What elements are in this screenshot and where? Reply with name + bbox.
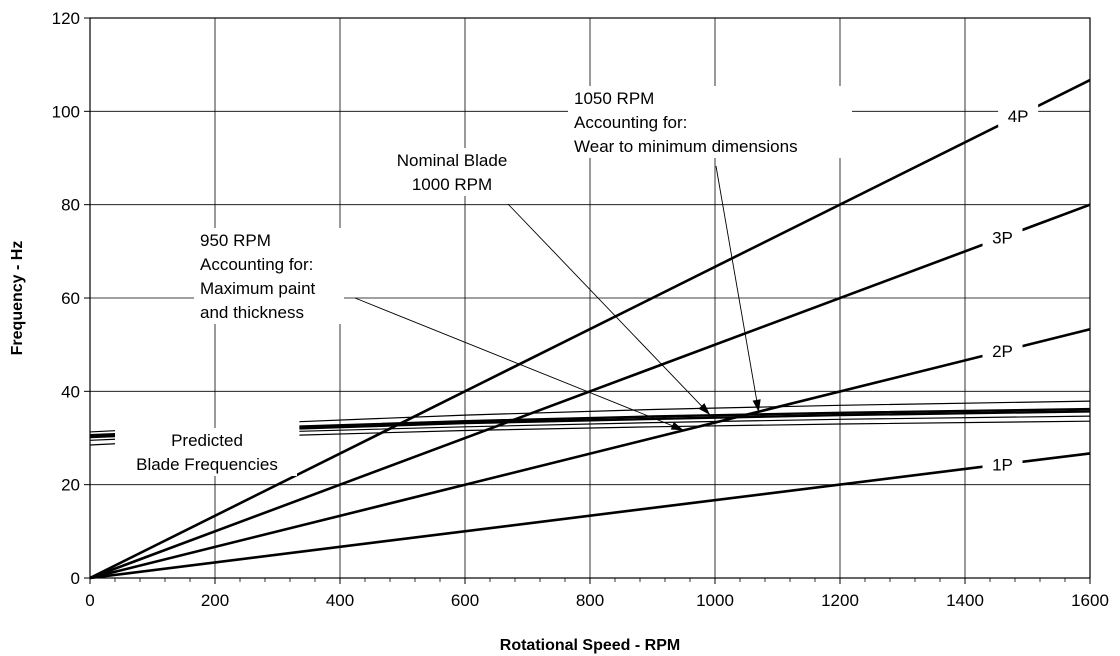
y-tick-label-60: 60 [61,289,80,308]
blade-frequency-stub-3 [89,434,116,439]
y-tick-label-20: 20 [61,476,80,495]
blade-frequency-curve-1 [299,420,1091,436]
harmonic-lines: 1P 2P 3P 4P [89,78,1091,580]
y-tick-label-40: 40 [61,382,80,401]
blade-frequency-curve-2 [299,415,1091,432]
y-tick-label-80: 80 [61,196,80,215]
series-label-bg-4P [998,102,1039,127]
x-axis-label: Rotational Speed - RPM [500,637,680,654]
annotation-rpm1050-line-3: Wear to minimum dimensions [574,137,798,156]
annotation-rpm1050-leader [715,165,760,413]
x-tick-label-600: 600 [451,591,479,610]
blade-frequency-curve-3 [299,410,1091,430]
annotation-rpm1000: Nominal Blade 1000 RPM [387,148,711,416]
annotation-bg-rpm1050 [568,86,852,158]
x-tick-label-800: 800 [576,591,604,610]
x-tick-label-1200: 1200 [821,591,859,610]
annotation-rpm1000-leader [507,203,711,416]
series-line-1P [89,452,1091,580]
annotation-rpm950-line-3: Maximum paint [200,279,316,298]
series-label-bg-2P [982,338,1023,363]
x-tick-label-1000: 1000 [696,591,734,610]
series-line-2P [89,328,1091,580]
annotation-rpm1000-line-1: Nominal Blade [397,151,508,170]
annotation-bg-rpm1000 [387,148,517,196]
y-axis-label: Frequency - Hz [9,241,26,356]
annotation-predicted-line-2: Blade Frequencies [136,455,278,474]
x-tick-label-400: 400 [326,591,354,610]
series-label-bg-1P [982,451,1023,476]
blade-frequency-stub-1 [89,443,116,446]
blade-frequency-curves [89,400,1091,446]
series-label-4P: 4P [1008,107,1029,126]
annotation-rpm950-line-4: and thickness [200,303,304,322]
annotations: Predicted Blade Frequencies 950 RPM Account… [117,86,852,476]
blade-frequency-stub-5 [89,430,116,433]
annotation-rpm950: 950 RPM Accounting for: Maximum paint and t… [194,228,684,431]
series-label-3P: 3P [992,228,1013,247]
x-tick-label-200: 200 [201,591,229,610]
annotation-rpm950-line-2: Accounting for: [200,255,313,274]
annotation-rpm1050-line-2: Accounting for: [574,113,687,132]
annotation-predicted-line-1: Predicted [171,431,243,450]
annotation-rpm1050: 1050 RPM Accounting for: Wear to minimum d… [568,86,852,413]
series-label-bg-3P [982,224,1023,249]
blade-frequency-curve-4 [299,407,1091,428]
plot-area-frame [84,17,1091,584]
series-line-4P [89,78,1091,580]
y-tick-label-100: 100 [52,102,80,121]
series-line-3P [89,203,1091,580]
annotation-rpm1000-line-2: 1000 RPM [412,175,492,194]
annotation-rpm1000-arrowhead [698,403,710,415]
annotation-bg-predicted [117,428,297,476]
x-tick-label-1400: 1400 [946,591,984,610]
blade-frequency-curve-5 [299,400,1091,423]
tick-labels: 0 200 400 600 800 1000 1200 1400 1600 0 20 40 60 80 10… [52,9,1109,610]
annotation-rpm950-leader [354,297,684,431]
x-tick-label-1600: 1600 [1071,591,1109,610]
annotation-rpm950-arrowhead [670,421,684,431]
blade-frequency-stub-4 [89,432,116,437]
x-tick-label-0: 0 [85,591,94,610]
y-tick-label-0: 0 [71,569,80,588]
annotation-rpm1050-line-1: 1050 RPM [574,89,654,108]
annotation-predicted: Predicted Blade Frequencies [117,428,297,476]
annotation-rpm1050-arrowhead [752,399,761,413]
annotation-rpm950-line-1: 950 RPM [200,231,271,250]
y-tick-label-120: 120 [52,9,80,28]
blade-frequency-stub-2 [89,438,116,441]
series-label-1P: 1P [992,455,1013,474]
annotation-bg-rpm950 [194,228,344,324]
series-label-2P: 2P [992,342,1013,361]
